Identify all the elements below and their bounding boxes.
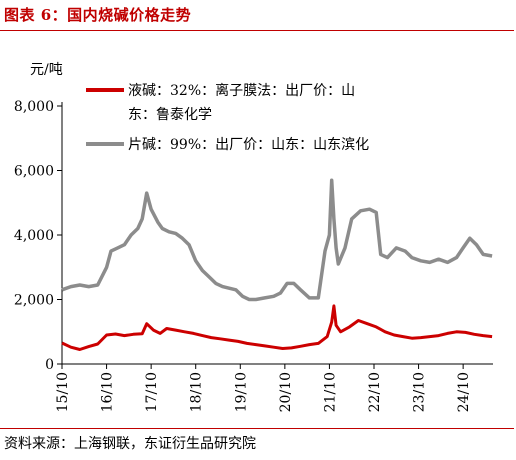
x-tick-label: 15/10 [55, 372, 71, 412]
line-chart: 元/吨 0 2,000 4,000 6,000 8,000 15/10 16/10 17/10… [14, 62, 493, 412]
source-divider [0, 428, 514, 429]
legend-label-liquid-caustic-line1: 液碱：32%：离子膜法：出厂价：山 [128, 82, 355, 99]
legend: 液碱：32%：离子膜法：出厂价：山 东：鲁泰化学 片碱：99%：出厂价：山东：山… [86, 82, 369, 153]
series-layer [61, 178, 493, 351]
title-divider [0, 30, 514, 31]
legend-label-liquid-caustic: 液碱：32%：离子膜法：出厂价：山 东：鲁泰化学 [128, 82, 360, 123]
legend-label-flake-caustic: 片碱：99%：出厂价：山东：山东滨化 [128, 137, 369, 153]
y-tick-label: 2,000 [14, 293, 54, 309]
chart-title: 图表 6：国内烧碱价格走势 [4, 6, 192, 24]
y-tick-label: 6,000 [14, 164, 54, 180]
y-axis-unit-label: 元/吨 [30, 62, 63, 78]
source-note: 资料来源：上海钢联，东证衍生品研究院 [4, 436, 256, 452]
x-tick-label: 22/10 [367, 372, 383, 412]
x-tick-label: 20/10 [278, 372, 294, 412]
series-line-flake-caustic [61, 178, 493, 302]
x-tick-label: 24/10 [456, 372, 472, 412]
axes-group: 0 2,000 4,000 6,000 8,000 15/10 16/10 17/10 18/1… [14, 99, 493, 412]
x-tick-label: 17/10 [144, 372, 160, 412]
x-tick-label: 19/10 [233, 372, 249, 412]
series-line-liquid-caustic [61, 304, 493, 351]
y-tick-label: 0 [45, 357, 54, 373]
x-tick-label: 16/10 [100, 372, 116, 412]
legend-label-liquid-caustic-line2: 东：鲁泰化学 [128, 107, 212, 123]
y-tick-label: 8,000 [14, 99, 54, 115]
x-tick-label: 18/10 [189, 372, 205, 412]
x-tick-label: 23/10 [412, 372, 428, 412]
y-tick-label: 4,000 [14, 228, 54, 244]
x-tick-label: 21/10 [322, 372, 338, 412]
